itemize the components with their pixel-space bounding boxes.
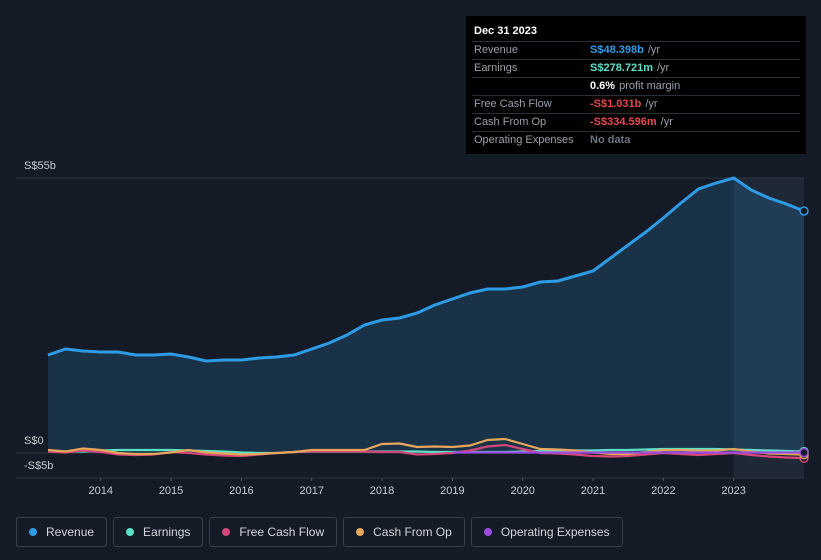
tooltip-row: Revenue S$48.398b/yr	[472, 41, 800, 59]
series-line	[47, 176, 805, 363]
tooltip-label: Cash From Op	[474, 116, 547, 128]
tooltip-suffix: /yr	[647, 44, 661, 56]
tooltip-value: S$278.721m	[590, 62, 653, 74]
tooltip-suffix: /yr	[657, 62, 670, 74]
legend-item[interactable]: Free Cash Flow	[209, 517, 338, 547]
legend-label: Revenue	[46, 525, 95, 539]
tooltip-label: Revenue	[474, 44, 519, 56]
x-tick-label: 2015	[159, 485, 183, 497]
legend-label: Earnings	[143, 525, 191, 539]
x-tick-label: 2021	[581, 485, 605, 497]
tooltip-suffix: /yr	[660, 116, 673, 128]
tooltip-label: Earnings	[474, 62, 518, 74]
y-tick-label: -S$5b	[24, 460, 53, 472]
legend-item[interactable]: Revenue	[16, 517, 108, 547]
tooltip-row: Cash From Op -S$334.596m/yr	[472, 113, 800, 131]
x-tick-label: 2017	[299, 485, 323, 497]
x-tick-label: 2022	[651, 485, 675, 497]
legend-label: Operating Expenses	[500, 525, 610, 539]
tooltip-label: Operating Expenses	[474, 134, 574, 146]
tooltip-label: Free Cash Flow	[474, 98, 552, 110]
legend-swatch	[483, 528, 492, 536]
tooltip-value: -S$334.596m	[590, 116, 657, 128]
x-tick-label: 2020	[510, 485, 534, 497]
legend-swatch	[126, 528, 135, 536]
legend-swatch	[222, 528, 231, 536]
legend-label: Free Cash Flow	[239, 525, 325, 539]
tooltip-value: No data	[590, 134, 631, 146]
area	[48, 178, 804, 453]
legend-label: Cash From Op	[373, 525, 452, 539]
legend-swatch	[29, 528, 37, 536]
legend-swatch	[356, 528, 365, 536]
tooltip-suffix: profit margin	[619, 80, 681, 92]
x-tick-label: 2014	[89, 485, 113, 497]
tooltip-row: Operating Expenses No data	[472, 131, 800, 149]
tooltip-suffix: /yr	[645, 98, 658, 110]
tooltip-value: 0.6%	[590, 80, 616, 92]
series-line	[47, 437, 805, 456]
end-dot	[799, 206, 809, 216]
tooltip-date: Dec 31 2023	[474, 25, 537, 37]
tooltip-label	[474, 81, 590, 92]
y-tick-label: S$0	[24, 435, 44, 447]
highlight-region	[733, 178, 804, 478]
tooltip-value: -S$1.031b	[590, 98, 642, 110]
legend: Revenue Earnings Free Cash Flow Cash From O…	[16, 517, 623, 547]
tooltip-row: Free Cash Flow -S$1.031b/yr	[472, 95, 800, 113]
tooltip-row: Earnings S$278.721m/yr	[472, 59, 800, 77]
end-dot	[799, 447, 809, 458]
x-tick-label: 2019	[440, 485, 464, 497]
tooltip: Dec 31 2023 Revenue S$48.398b/yr Earnings S$…	[466, 16, 806, 154]
legend-item[interactable]: Cash From Op	[343, 517, 465, 547]
legend-item[interactable]: Earnings	[113, 517, 204, 547]
y-tick-label: S$55b	[24, 160, 56, 172]
x-tick-label: 2023	[721, 485, 745, 497]
chart: S$55b S$0 -S$5b 2014 2015 2016 2017 2018 2019 202…	[16, 160, 809, 497]
tooltip-value: S$48.398b	[590, 44, 644, 56]
tooltip-row: 0.6% profit margin	[472, 77, 800, 95]
x-tick-label: 2016	[229, 485, 253, 497]
legend-item[interactable]: Operating Expenses	[470, 517, 623, 547]
x-tick-label: 2018	[370, 485, 394, 497]
